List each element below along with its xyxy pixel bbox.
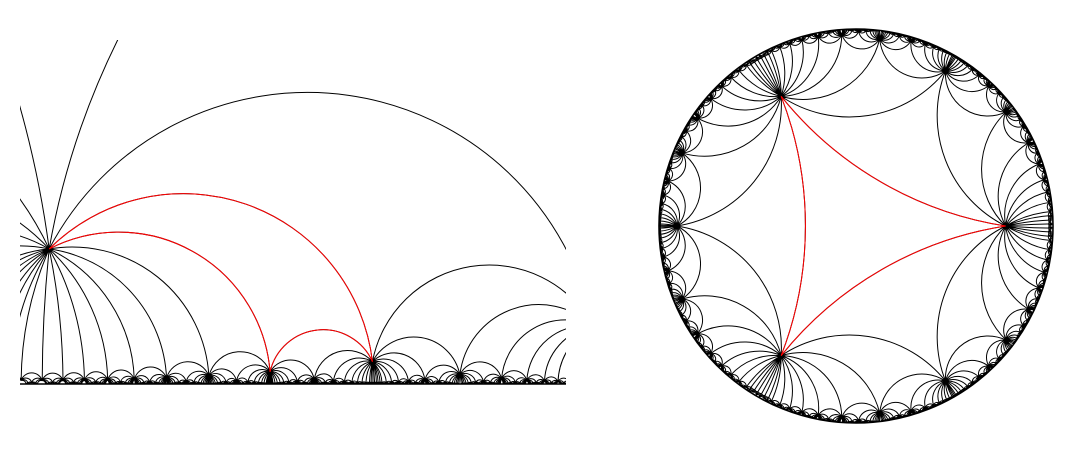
disk-boundary-circle-shape — [658, 28, 1054, 424]
disk-boundary-circle — [658, 28, 1054, 424]
half-plane-highlight-edge — [48, 231, 271, 372]
half-plane-tiling-edges — [20, 40, 566, 385]
poincare-disk-panel — [658, 28, 1054, 424]
disk-tiling-edge-set — [658, 28, 1053, 424]
disk-highlighted-triangle — [780, 96, 1006, 356]
disk-highlight-edge — [780, 96, 806, 356]
half-plane-highlight-edge — [269, 329, 373, 372]
upper-half-plane-panel — [20, 40, 566, 385]
disk-tiling-edges — [658, 28, 1053, 424]
half-plane-tiling-edge-set — [20, 40, 566, 385]
disk-highlight-edge — [780, 225, 1006, 356]
half-plane-highlighted-triangle — [48, 193, 373, 372]
half-plane-highlight-edge — [48, 193, 373, 362]
disk-highlight-edge — [780, 96, 1006, 227]
